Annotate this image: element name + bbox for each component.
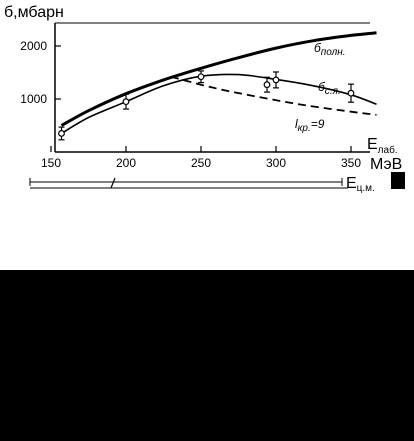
series-line-2	[170, 75, 377, 116]
data-point	[263, 81, 271, 89]
x-axis-unit: МэВ	[370, 156, 402, 173]
black-marker	[391, 172, 405, 189]
data-point	[347, 89, 355, 97]
series-line-0	[60, 31, 377, 127]
y-tick-label: 1000	[20, 92, 47, 106]
data-point	[197, 73, 205, 81]
x-tick-label: 350	[341, 156, 361, 170]
x-ticks: 150 200 250 300 350	[41, 146, 361, 170]
x-tick-label: 300	[266, 156, 286, 170]
data-point	[122, 98, 130, 106]
black-panel	[0, 270, 414, 441]
cm-axis-mark	[110, 177, 116, 189]
series-label-polnoe: бполн.	[314, 41, 346, 58]
cm-axis	[29, 177, 348, 189]
y-tick-label: 2000	[20, 39, 47, 53]
series-label-sostavnoe-yadro: бс.я.	[318, 80, 341, 97]
x-axis-title-cm: Eц.м.	[346, 175, 375, 194]
series-label-lkr: lкр.=9	[295, 117, 325, 134]
x-tick-label: 250	[191, 156, 211, 170]
plot-frame	[54, 22, 370, 153]
data-point	[272, 76, 280, 84]
x-tick-label: 200	[116, 156, 136, 170]
data-points	[58, 70, 355, 141]
y-axis-title: б,мбарн	[4, 4, 64, 21]
data-point	[58, 130, 65, 137]
x-axis-title-lab: Eлаб.	[367, 136, 398, 156]
series-line-1	[61, 73, 377, 135]
series-layer	[60, 31, 377, 135]
y-ticks: 1000 2000	[20, 39, 61, 106]
x-tick-label: 150	[41, 156, 61, 170]
